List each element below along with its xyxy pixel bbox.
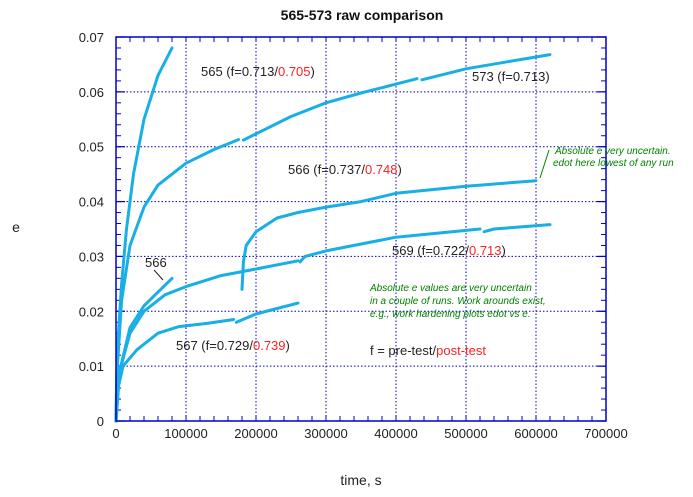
label-567: 567 (f=0.729/0.739) [176, 338, 290, 353]
x-tick-label: 500000 [444, 426, 487, 441]
label-569: 569 (f=0.722/0.713) [392, 243, 506, 258]
note-2-line-1: Absolute e values are very uncertain [369, 283, 532, 294]
series-566-line [240, 179, 538, 291]
label-565: 565 (f=0.713/0.705) [201, 64, 315, 79]
y-tick-label: 0.05 [79, 140, 104, 155]
y-tick-label: 0.03 [79, 249, 104, 264]
x-tick-label: 0 [112, 426, 119, 441]
y-tick-label: 0 [97, 414, 104, 429]
y-axis-label: e [12, 219, 20, 235]
x-tick-label: 300000 [304, 426, 347, 441]
ticks: 0 100000 200000 300000 400000 500000 600000 700… [79, 30, 628, 441]
label-573: 573 (f=0.713) [472, 69, 550, 84]
series-group [114, 46, 552, 423]
note-1-line-1: Absolute e very uncertain. [554, 146, 671, 157]
series-569-line [114, 259, 300, 423]
series-569-line [482, 223, 552, 234]
note-1-line-2: edot here lowest of any run [553, 158, 674, 169]
x-tick-label: 400000 [374, 426, 417, 441]
label-566: 566 (f=0.737/0.748) [288, 162, 402, 177]
y-tick-label: 0.02 [79, 304, 104, 319]
note-2-line-2: in a couple of runs. Work arounds exist, [370, 296, 546, 307]
series-567-line [234, 301, 300, 324]
y-tick-label: 0.04 [79, 195, 104, 210]
x-axis-label: time, s [340, 472, 381, 488]
x-tick-label: 700000 [584, 426, 627, 441]
note-1-leader [539, 149, 550, 179]
legend-f: f = pre-test/post-test [370, 343, 486, 358]
y-tick-label: 0.06 [79, 85, 104, 100]
x-tick-label: 100000 [164, 426, 207, 441]
series-573-line [241, 77, 419, 142]
series-573-line [420, 53, 552, 82]
y-tick-label: 0.07 [79, 30, 104, 45]
series-569-line [298, 227, 482, 264]
series-573-line [114, 138, 240, 423]
x-tick-label: 200000 [234, 426, 277, 441]
grid [116, 37, 606, 421]
label-566-short: 566 [145, 255, 167, 270]
note-2-line-3: e.g., work hardening plots edot vs e. [370, 309, 531, 320]
plot-frame [115, 36, 607, 422]
series-567-line [114, 318, 236, 423]
y-tick-label: 0.01 [79, 359, 104, 374]
x-tick-label: 600000 [514, 426, 557, 441]
chart-title: 565-573 raw comparison [281, 7, 444, 23]
label-566-leader [153, 269, 164, 281]
